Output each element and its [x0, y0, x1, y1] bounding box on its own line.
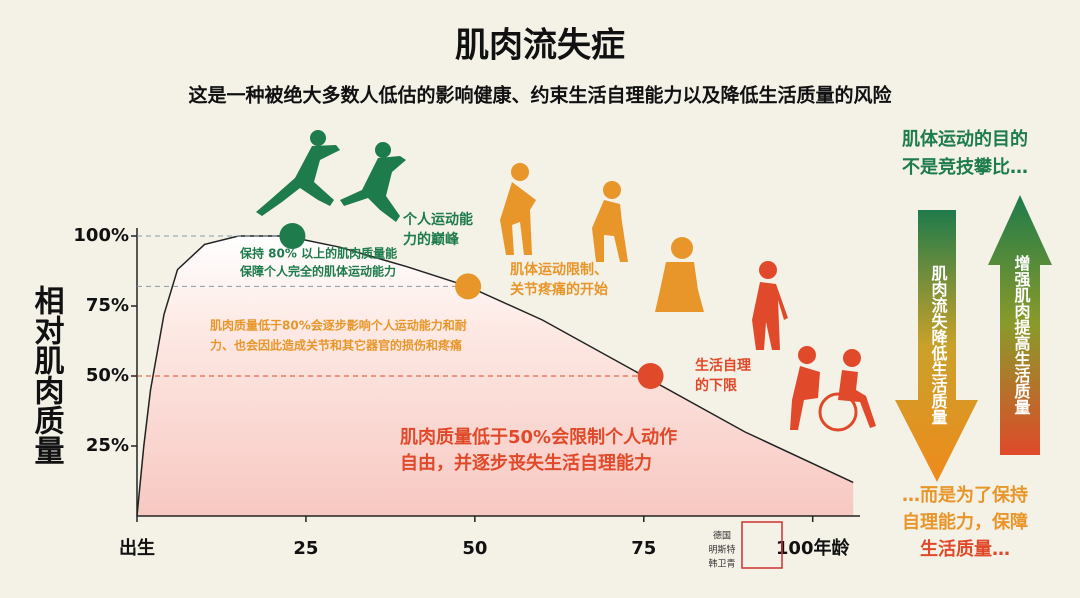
highlight-label: 的下限 [695, 377, 737, 394]
senior-icon [752, 261, 876, 432]
highlight-label: 个人运动能 [402, 211, 473, 228]
highlight-label: 肌体运动限制、 [510, 261, 608, 278]
arrow-label: 增强肌肉提高生活质量 [1012, 254, 1031, 415]
side-note: 自理能力，保障 [902, 511, 1028, 533]
y-tick-label: 100% [73, 225, 129, 246]
runner-icon [256, 130, 406, 222]
seal [741, 521, 783, 569]
side-note: …而是为了保持 [902, 484, 1028, 506]
x-tick-label: 25 [293, 538, 318, 559]
note: 保持 80% 以上的肌肉质量能 [239, 246, 397, 261]
up-arrow [988, 195, 1052, 455]
y-tick-label: 25% [86, 435, 129, 456]
arrow-label: 肌肉流失降低生活质量 [929, 265, 949, 425]
y-tick-label: 50% [86, 365, 129, 386]
highlight-point [279, 223, 306, 249]
subtitle: 这是一种被绝大多数人低估的影响健康、约束生活自理能力以及降低生活质量的风险 [188, 84, 892, 107]
seal-text: 明斯特 [708, 544, 735, 556]
plot: 出生 25 50 75 100年龄 25% 50% 75% 100% 个人运动能力的巅峰肌体运动限… [73, 211, 860, 559]
note: 力、也会因此造成关节和其它器官的损伤和疼痛 [210, 338, 462, 353]
seal-text: 德国 [713, 530, 731, 542]
elder-icon [500, 163, 704, 312]
highlight-label: 生活自理 [695, 357, 751, 374]
x-tick-label: 100年龄 [776, 537, 851, 559]
side-note: 不是竞技攀比… [902, 156, 1028, 178]
highlight-point [637, 363, 664, 389]
icons [256, 130, 876, 432]
side-note: 肌体运动的目的 [902, 128, 1028, 150]
x-tick-label: 75 [631, 538, 656, 559]
x-tick-label: 50 [462, 538, 487, 559]
note: 保障个人完全的肌体运动能力 [239, 264, 396, 279]
highlight-label: 关节疼痛的开始 [510, 281, 608, 298]
side-note: 生活质量… [920, 538, 1010, 560]
y-axis-label: 相对肌肉质量 [29, 285, 65, 465]
y-tick-label: 75% [86, 295, 129, 316]
down-arrow [895, 210, 978, 482]
note: 自由，并逐步丧失生活自理能力 [400, 452, 652, 474]
area [137, 236, 854, 516]
x-tick-label: 出生 [119, 537, 155, 559]
seal-text: 韩卫青 [708, 558, 735, 570]
highlight-point [455, 273, 482, 300]
note: 肌肉质量低于80%会逐步影响个人运动能力和耐 [209, 318, 467, 333]
highlight-label: 力的巅峰 [403, 231, 460, 248]
note: 肌肉质量低于50%会限制个人动作 [400, 426, 677, 448]
chart-title: 肌肉流失症 [455, 26, 625, 66]
